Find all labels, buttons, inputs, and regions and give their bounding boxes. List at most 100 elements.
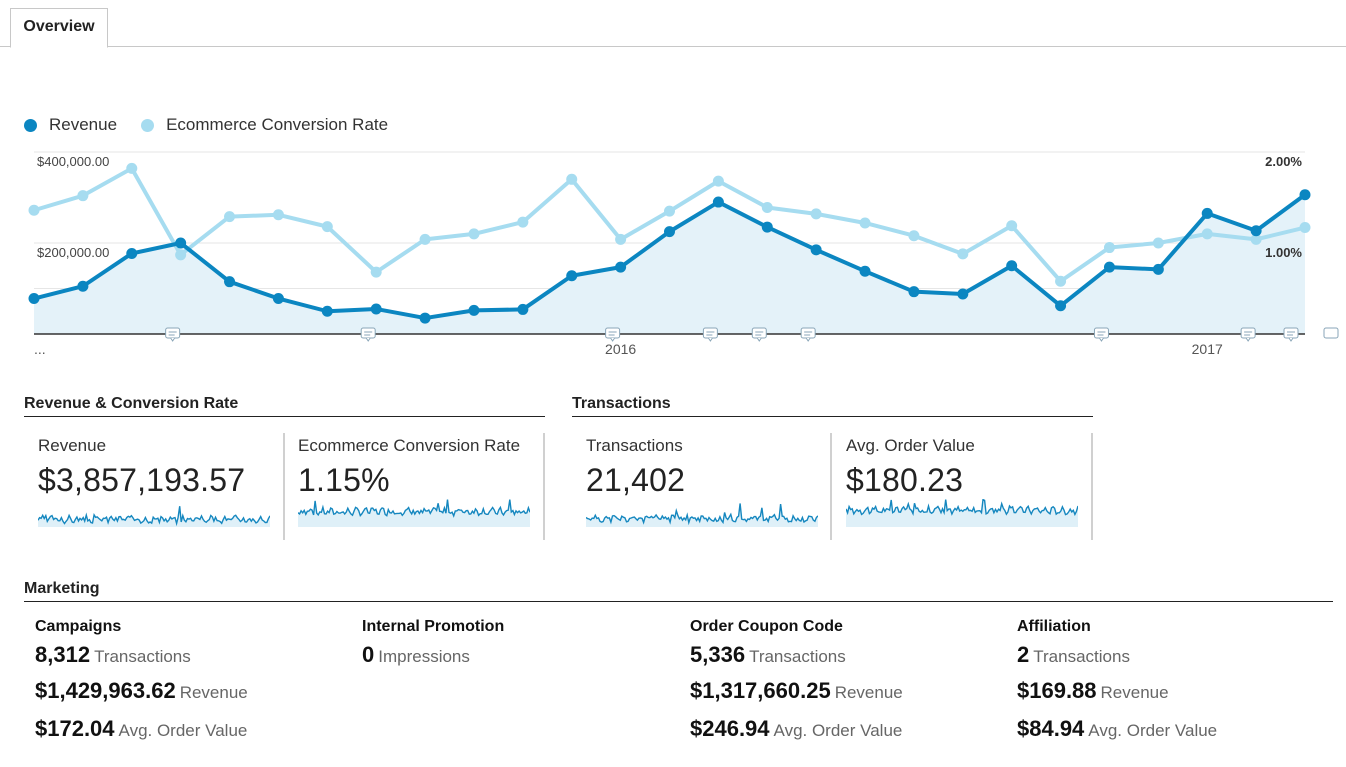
sparkline-line [38, 506, 270, 527]
section-title-marketing: Marketing [24, 580, 1333, 602]
marketing-row: 8,312 Transactions [35, 640, 248, 670]
metric-revenue[interactable]: Revenue $3,857,193.57 [38, 433, 285, 540]
conversion-rate-point [1006, 220, 1018, 232]
y-axis-left-tick: $200,000.00 [37, 245, 109, 260]
marketing-title[interactable]: Affiliation [1017, 618, 1091, 635]
annotation-marker-icon[interactable] [1240, 327, 1256, 342]
metric-label: Revenue [38, 436, 107, 455]
annotation-marker-icon[interactable] [605, 327, 621, 342]
marketing-value: $84.94 [1017, 716, 1085, 741]
marketing-value: $169.88 [1017, 678, 1097, 703]
chart-legend: Revenue Ecommerce Conversion Rate [24, 115, 412, 135]
annotation-marker-icon[interactable] [165, 327, 181, 342]
metric-conversion-rate[interactable]: Ecommerce Conversion Rate 1.15% [298, 433, 545, 540]
y-axis-right-tick: 2.00% [1265, 154, 1302, 169]
marketing-row: $172.04 Avg. Order Value [35, 712, 248, 746]
marketing-unit: Avg. Order Value [1088, 721, 1218, 740]
metric-avg-order-value[interactable]: Avg. Order Value $180.23 [846, 433, 1093, 540]
conversion-rate-point [321, 221, 333, 233]
marketing-value: $246.94 [690, 716, 770, 741]
sparkline-line [586, 503, 818, 526]
marketing-campaigns: Campaigns 8,312 Transactions $1,429,963.6… [35, 618, 248, 746]
marketing-value: $172.04 [35, 716, 115, 741]
conversion-rate-point [859, 217, 871, 229]
conversion-rate-point [77, 190, 89, 202]
annotation-marker-icon[interactable] [702, 327, 718, 342]
marketing-unit: Avg. Order Value [773, 721, 903, 740]
conversion-rate-point [566, 173, 578, 185]
revenue-point [1103, 261, 1115, 273]
revenue-point [468, 304, 480, 316]
conversion-rate-point [175, 249, 187, 261]
annotation-marker-icon[interactable] [751, 327, 767, 342]
annotation-marker-icon[interactable] [800, 327, 816, 342]
marketing-affiliation: Affiliation 2 Transactions $169.88 Revenue… [1017, 618, 1217, 746]
marketing-row: $169.88 Revenue [1017, 674, 1217, 708]
annotation-marker-icon[interactable] [360, 327, 376, 342]
legend-dot-icon [141, 118, 155, 132]
revenue-point [957, 288, 969, 300]
revenue-point [859, 265, 871, 277]
conversion-rate-point [1103, 242, 1115, 254]
legend-item-conversion-rate[interactable]: Ecommerce Conversion Rate [141, 115, 388, 135]
legend-dot-icon [24, 118, 37, 132]
legend-item-revenue[interactable]: Revenue [24, 115, 117, 135]
conversion-rate-point [517, 216, 529, 228]
conversion-rate-point [126, 162, 138, 174]
marketing-row: $1,429,963.62 Revenue [35, 674, 248, 708]
marketing-title[interactable]: Campaigns [35, 618, 122, 635]
revenue-point [1250, 225, 1262, 237]
sparkline-area [38, 506, 270, 527]
sparkline-line [846, 499, 1078, 517]
conversion-rate-point [1299, 222, 1311, 234]
metric-value: 1.15% [298, 462, 390, 498]
marketing-unit: Avg. Order Value [118, 721, 248, 740]
conversion-rate-point [419, 233, 431, 245]
revenue-point [1152, 263, 1164, 275]
conversion-rate-point [468, 228, 480, 240]
marketing-row: 2 Transactions [1017, 640, 1217, 670]
revenue-point [908, 286, 920, 298]
revenue-point [1299, 189, 1311, 201]
y-axis-right-tick: 1.00% [1265, 245, 1302, 260]
marketing-title[interactable]: Internal Promotion [362, 618, 505, 635]
sparkline [38, 506, 270, 527]
metric-value: $180.23 [846, 462, 964, 498]
marketing-row: $246.94 Avg. Order Value [690, 712, 903, 746]
revenue-point [615, 261, 627, 273]
main-line-chart[interactable]: $400,000.00 $200,000.00 2.00% 1.00%... 2016 2… [0, 140, 1346, 365]
marketing-value: 2 [1017, 642, 1030, 667]
revenue-point [761, 221, 773, 233]
x-axis-label: ... [34, 341, 46, 357]
marketing-value: 5,336 [690, 642, 746, 667]
marketing-row: $1,317,660.25 Revenue [690, 674, 903, 708]
sparkline [586, 503, 818, 527]
revenue-point [712, 196, 724, 208]
conversion-rate-point [1152, 237, 1164, 249]
annotation-marker-icon[interactable] [1323, 327, 1339, 339]
legend-label: Ecommerce Conversion Rate [166, 115, 389, 134]
revenue-point [224, 276, 236, 288]
conversion-rate-point [272, 209, 284, 221]
metric-label: Avg. Order Value [846, 436, 975, 455]
metric-transactions[interactable]: Transactions 21,402 [586, 433, 832, 540]
marketing-title[interactable]: Order Coupon Code [690, 618, 843, 635]
conversion-rate-point [224, 211, 236, 223]
revenue-point [126, 247, 138, 259]
revenue-point [517, 303, 529, 315]
revenue-point [1201, 207, 1213, 219]
sparkline-line [298, 499, 530, 518]
marketing-unit: Revenue [1100, 683, 1169, 702]
metric-label: Transactions [586, 436, 683, 455]
revenue-point [419, 312, 431, 324]
revenue-point [28, 293, 40, 305]
tab-overview[interactable]: Overview [10, 8, 108, 48]
metric-value: 21,402 [586, 462, 686, 498]
revenue-point [664, 226, 675, 238]
annotation-marker-icon[interactable] [1093, 327, 1109, 342]
annotation-marker-icon[interactable] [1283, 327, 1299, 342]
conversion-rate-point [712, 175, 724, 187]
marketing-row: 5,336 Transactions [690, 640, 903, 670]
conversion-rate-point [1250, 233, 1262, 245]
legend-label: Revenue [49, 115, 118, 134]
